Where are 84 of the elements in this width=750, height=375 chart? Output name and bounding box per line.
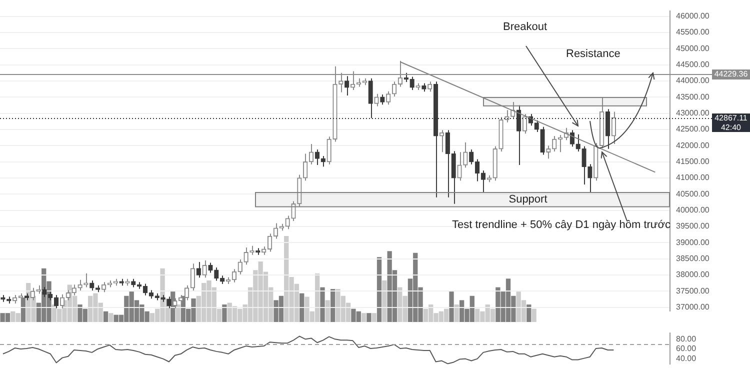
bar (454, 304, 459, 322)
candlestick (386, 90, 391, 106)
candlestick (463, 142, 468, 168)
candlestick (344, 76, 350, 96)
y-tick-label: 41000.00 (676, 173, 710, 182)
y-tick-label: 45500.00 (676, 28, 710, 37)
y-tick-label: 40000.00 (676, 206, 710, 215)
y-tick-label: 37500.00 (676, 286, 710, 296)
candlestick (190, 263, 196, 292)
bar (222, 304, 227, 322)
candlestick (285, 215, 290, 230)
bar (108, 313, 114, 322)
candlestick (576, 134, 580, 152)
annotation: Test trendline + 50% cây D1 ngày hôm trước (452, 219, 670, 231)
candlestick (314, 149, 320, 166)
annotation: Resistance (566, 48, 620, 60)
bar (20, 298, 26, 322)
y-tick-label: 42500.00 (676, 124, 710, 134)
candlestick (380, 94, 385, 106)
candlestick (582, 146, 586, 185)
candlestick (368, 78, 373, 119)
bar (330, 288, 336, 322)
bar (320, 287, 325, 322)
candlestick (605, 108, 610, 150)
bar (361, 313, 366, 322)
bar (376, 257, 382, 322)
bar (449, 292, 454, 322)
y-tick-label: 60.00 (676, 344, 697, 354)
bar (366, 313, 372, 322)
bar (103, 311, 108, 322)
ref-line-label: 42867.11 (714, 114, 748, 123)
candlestick (428, 81, 432, 92)
y-tick-label: 37000.00 (676, 302, 710, 312)
candlestick (42, 286, 47, 298)
candlestick (540, 126, 545, 156)
candlestick (451, 150, 456, 204)
candlestick (588, 164, 592, 194)
y-tick-label: 39000.00 (676, 238, 710, 247)
bar (325, 300, 330, 322)
annotation: Breakout (503, 21, 548, 33)
y-tick-label: 40500.00 (676, 189, 710, 198)
candlestick (439, 130, 444, 153)
candlestick (250, 245, 254, 256)
y-tick-label: 45000.00 (676, 44, 710, 53)
candlestick (611, 111, 616, 145)
candlestick (445, 130, 450, 198)
candlestick (534, 120, 539, 133)
band-label: Support (508, 194, 548, 206)
candlestick (78, 279, 82, 292)
candlestick (546, 145, 551, 160)
y-tick-label: 40.00 (676, 354, 697, 364)
candlestick (326, 136, 332, 165)
bar (300, 293, 304, 322)
y-tick-label: 38000.00 (676, 270, 710, 280)
y-tick-label: 43000.00 (676, 108, 710, 118)
candlestick (196, 262, 201, 278)
candlestick (90, 280, 94, 292)
bar (526, 304, 532, 322)
bar (176, 304, 180, 322)
y-tick-label: 38500.00 (676, 254, 710, 264)
bar (382, 280, 387, 322)
candlestick (522, 113, 528, 134)
candlestick (214, 267, 219, 282)
bar (532, 308, 536, 322)
y-tick-label: 44000.00 (676, 76, 710, 86)
y-tick-label: 46000.00 (676, 12, 710, 20)
candlestick (202, 260, 207, 278)
candlestick (410, 76, 414, 91)
y-tick-label: 80.00 (676, 334, 697, 344)
y-tick-label: 43500.00 (676, 92, 710, 102)
y-tick-label: 42000.00 (676, 140, 710, 150)
candlestick (457, 152, 462, 182)
candlestick (504, 110, 510, 123)
candlestick (404, 72, 408, 82)
y-tick-label: 39500.00 (676, 222, 710, 231)
candlestick (374, 93, 379, 107)
y-tick-label: 41500.00 (676, 157, 710, 166)
candlestick (244, 247, 248, 266)
bar (372, 313, 376, 322)
ref-line-label: 44229.36 (714, 70, 748, 79)
candlestick (320, 155, 326, 168)
text: 42:40 (712, 123, 750, 132)
y-tick-label: 44500.00 (676, 60, 710, 70)
candlestick (208, 262, 213, 274)
